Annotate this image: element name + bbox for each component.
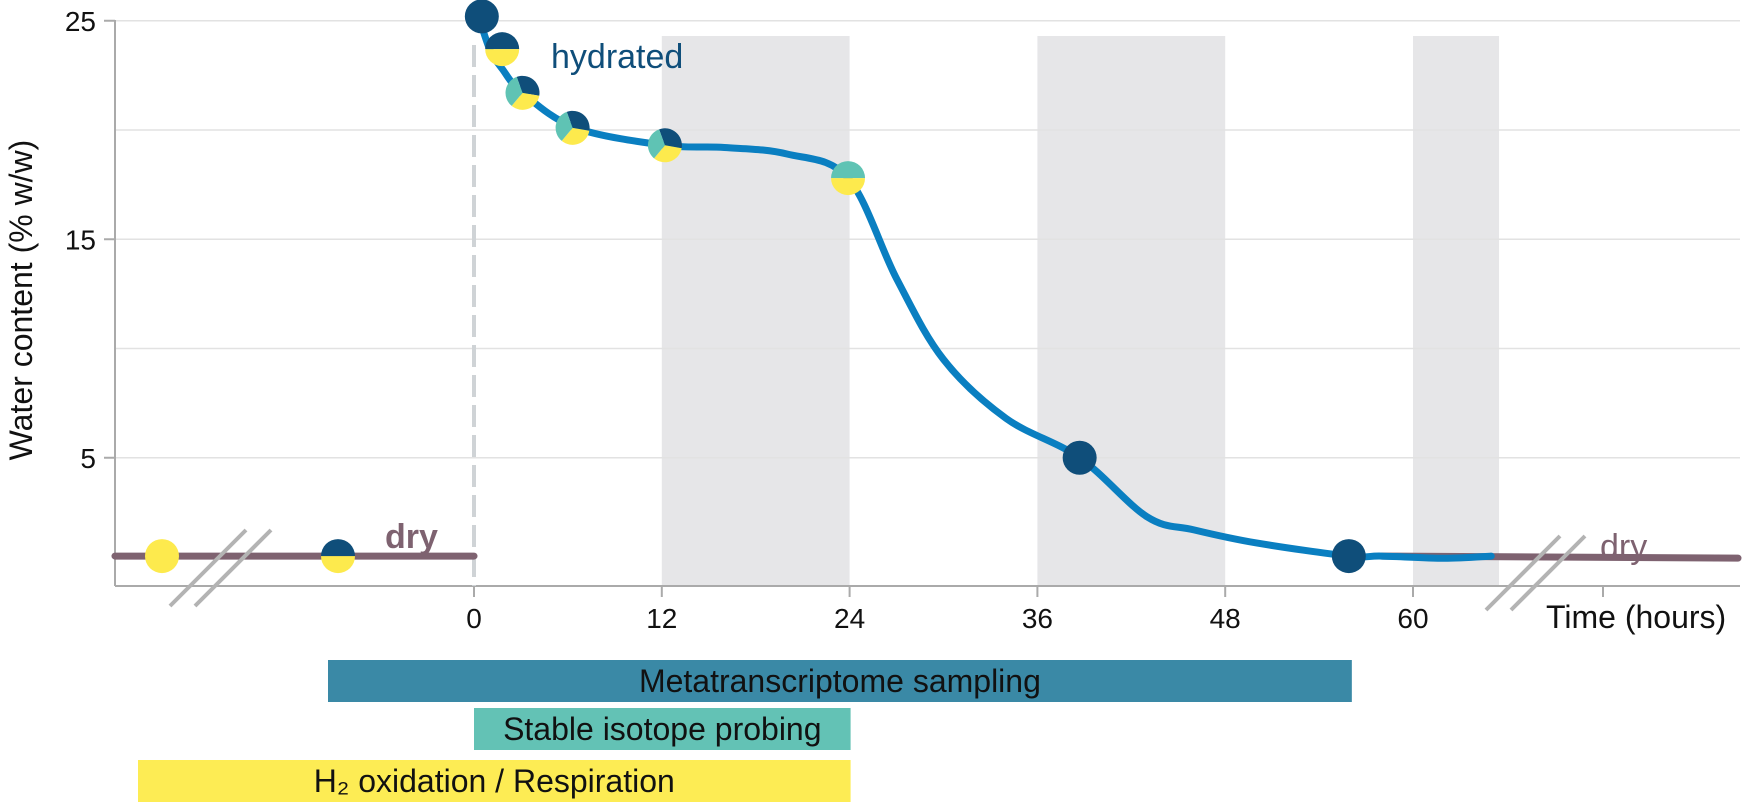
annotation-hydrated: hydrated xyxy=(551,38,683,76)
sample-slice xyxy=(1062,440,1097,475)
shaded-period-1 xyxy=(1037,36,1226,586)
x-axis-title: Time (hours) xyxy=(1546,599,1726,635)
shaded-period-0 xyxy=(661,36,850,586)
x-tick-label-12: 12 xyxy=(646,603,677,634)
ticks: 5 15 25 0 12 24 36 48 60 xyxy=(65,6,1604,634)
annotation-dry-left: dry xyxy=(385,518,438,556)
sample-marker-0 xyxy=(145,539,179,574)
sample-slice xyxy=(511,92,540,110)
sample-slice xyxy=(505,76,523,106)
gridlines xyxy=(115,20,1740,459)
sample-slice xyxy=(464,0,499,34)
x-tick-label-0: 0 xyxy=(466,603,482,634)
axis-break-right xyxy=(1484,534,1587,612)
sample-slice xyxy=(831,161,866,179)
sample-marker-9 xyxy=(1331,539,1366,574)
sample-slice xyxy=(485,32,520,50)
sample-slice xyxy=(566,110,590,131)
sample-slice xyxy=(516,75,540,96)
y-tick-label-5: 5 xyxy=(80,443,96,474)
sample-slice xyxy=(1331,539,1366,574)
sampling-bar-label-1: Stable isotope probing xyxy=(503,711,821,747)
sampling-bar-2 xyxy=(138,760,851,802)
sample-slice xyxy=(555,111,573,141)
sampling-bar-1 xyxy=(474,708,851,750)
sample-marker-7 xyxy=(831,161,866,196)
y-axis-title: Water content (% w/w) xyxy=(3,140,39,461)
sampling-bars: Metatranscriptome sampling Stable isotope… xyxy=(138,660,1352,802)
x-tick-label-60: 60 xyxy=(1397,603,1428,634)
sample-slice xyxy=(561,127,590,145)
axes xyxy=(114,20,1740,587)
sampling-bar-label-2: H₂ oxidation / Respiration xyxy=(314,763,675,799)
sample-slice xyxy=(321,556,355,574)
sampling-bar-0 xyxy=(328,660,1352,702)
sample-slice xyxy=(647,129,665,159)
sample-marker-6 xyxy=(647,128,682,163)
sample-marker-1 xyxy=(321,539,355,574)
shaded-periods xyxy=(661,36,1500,586)
sample-slice xyxy=(831,178,866,196)
sample-marker-2 xyxy=(464,0,499,34)
x-tick-label-48: 48 xyxy=(1210,603,1241,634)
x-tick-label-36: 36 xyxy=(1022,603,1053,634)
sampling-bar-label-0: Metatranscriptome sampling xyxy=(639,663,1041,699)
y-tick-label-25: 25 xyxy=(65,6,96,37)
axis-break-left xyxy=(168,528,273,608)
sample-slice xyxy=(145,539,179,574)
sample-marker-4 xyxy=(505,75,540,110)
sample-marker-5 xyxy=(555,110,590,145)
sample-slice xyxy=(321,539,355,557)
sample-marker-3 xyxy=(485,32,520,67)
sample-marker-8 xyxy=(1062,440,1097,475)
sample-slice xyxy=(654,145,682,163)
y-tick-label-15: 15 xyxy=(65,224,96,255)
annotation-dry-right: dry xyxy=(1600,528,1647,566)
sample-slice xyxy=(485,49,520,67)
shaded-period-2 xyxy=(1413,36,1500,586)
sample-slice xyxy=(659,128,682,149)
x-tick-label-24: 24 xyxy=(834,603,865,634)
water-content-series-line xyxy=(475,12,1495,562)
sample-markers xyxy=(145,0,1366,574)
